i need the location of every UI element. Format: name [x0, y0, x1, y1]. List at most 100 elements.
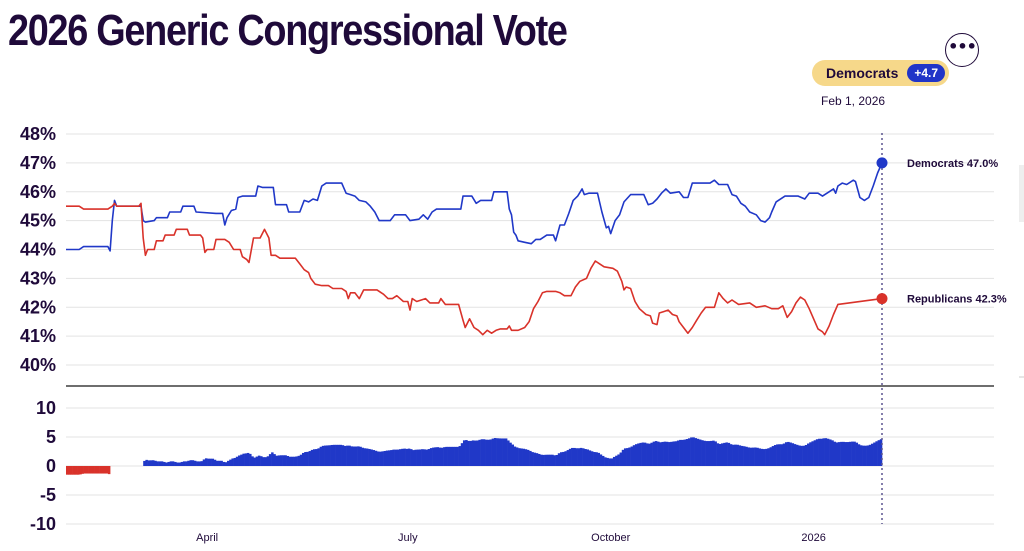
margin-bar — [233, 457, 237, 466]
y-tick-label: 44% — [20, 240, 56, 260]
series-endpoints: Democrats 47.0% Republicans 42.3% — [876, 157, 1007, 306]
margin-bar — [235, 456, 239, 466]
margin-bar — [747, 447, 750, 466]
margin-bar — [515, 447, 519, 466]
margin-bar — [590, 451, 594, 466]
margin-bar — [482, 439, 486, 466]
x-tick-label: October — [591, 532, 630, 544]
margin-bar — [72, 466, 76, 475]
margin-bar — [518, 448, 521, 466]
margin-bar — [864, 445, 867, 466]
margin-bar — [163, 461, 166, 466]
margin-bar — [425, 449, 428, 466]
margin-bar — [211, 458, 215, 466]
margin-bar — [222, 461, 226, 466]
selected-date: Feb 1, 2026 — [821, 94, 886, 108]
margin-bar — [807, 443, 810, 466]
margin-bar — [524, 449, 528, 466]
margin-bar — [401, 448, 404, 466]
margin-bar — [621, 449, 625, 466]
margin-bar — [522, 448, 526, 466]
y-tick-label: 0 — [46, 456, 56, 476]
margin-bar — [694, 438, 698, 466]
series-line-democrats[interactable] — [66, 162, 883, 252]
margin-bar — [143, 460, 146, 466]
margin-bar — [599, 454, 603, 466]
margin-bar — [745, 446, 748, 466]
margin-bar — [586, 449, 589, 466]
margin-bar — [555, 454, 559, 466]
x-axis: April July October 2026 — [196, 532, 826, 544]
series-lines — [66, 162, 883, 336]
margin-bar — [760, 448, 764, 466]
margin-bar — [315, 449, 318, 466]
margin-bar — [875, 441, 878, 466]
margin-bar — [714, 441, 717, 466]
margin-bar — [562, 451, 565, 466]
margin-bar — [454, 446, 457, 466]
margin-bar — [784, 442, 788, 466]
margin-bar — [66, 466, 69, 475]
margin-bar — [363, 448, 367, 466]
margin-bar — [105, 466, 109, 474]
margin-bar — [529, 450, 532, 466]
margin-bar — [257, 455, 261, 466]
margin-bar — [445, 446, 448, 466]
margin-bar — [526, 449, 530, 466]
margin-bar — [743, 446, 746, 466]
endpoint-label-democrats: Democrats 47.0% — [907, 158, 998, 170]
margin-bar — [231, 458, 234, 466]
margin-bar — [787, 441, 790, 466]
margin-bar — [462, 440, 466, 466]
series-line-republicans[interactable] — [66, 202, 883, 336]
margin-bar — [357, 446, 360, 466]
margin-bar — [474, 440, 477, 466]
margin-bar — [650, 442, 653, 466]
margin-bar — [681, 439, 684, 466]
margin-bar — [712, 440, 715, 466]
margin-bar — [626, 448, 629, 466]
y-tick-label: 42% — [20, 297, 56, 317]
margin-bar — [374, 450, 378, 466]
page-title: 2026 Generic Congressional Vote — [8, 6, 568, 55]
margin-bar — [736, 444, 739, 466]
margin-bar — [738, 445, 742, 466]
margin-bar — [79, 466, 82, 475]
margin-bar — [145, 459, 148, 466]
margin-bar — [176, 462, 179, 466]
margin-bar — [359, 446, 362, 466]
margin-bar — [493, 438, 497, 466]
margin-bar — [588, 450, 592, 466]
margin-bar — [789, 442, 792, 466]
margin-bar — [855, 442, 859, 466]
margin-bar — [634, 444, 638, 466]
margin-bar — [275, 455, 279, 466]
y-tick-label: 40% — [20, 355, 56, 375]
margin-bar — [240, 454, 243, 466]
margin-bar — [412, 450, 415, 466]
margin-bar — [224, 462, 228, 466]
endpoint-dot-democrats[interactable] — [876, 157, 888, 169]
margin-bar — [531, 452, 534, 466]
margin-bar — [218, 460, 221, 466]
endpoint-dot-republicans[interactable] — [876, 293, 888, 305]
margin-bar — [284, 455, 287, 466]
margin-bar — [617, 454, 620, 466]
margin-bar — [301, 452, 305, 466]
margin-bar — [670, 441, 673, 466]
more-options-button[interactable]: ••• — [945, 33, 979, 67]
margin-bar — [842, 441, 845, 466]
x-tick-label: July — [398, 532, 418, 544]
margin-bar — [319, 446, 323, 466]
margin-bar — [623, 448, 627, 466]
margin-bar — [207, 458, 210, 466]
margin-bar — [646, 443, 649, 466]
margin-bar — [537, 453, 541, 466]
margin-bar — [432, 447, 435, 466]
margin-bar — [277, 455, 281, 466]
margin-bar — [171, 461, 175, 466]
margin-bar — [399, 449, 402, 466]
margin-bar — [77, 466, 80, 475]
margin-bar — [661, 441, 664, 466]
